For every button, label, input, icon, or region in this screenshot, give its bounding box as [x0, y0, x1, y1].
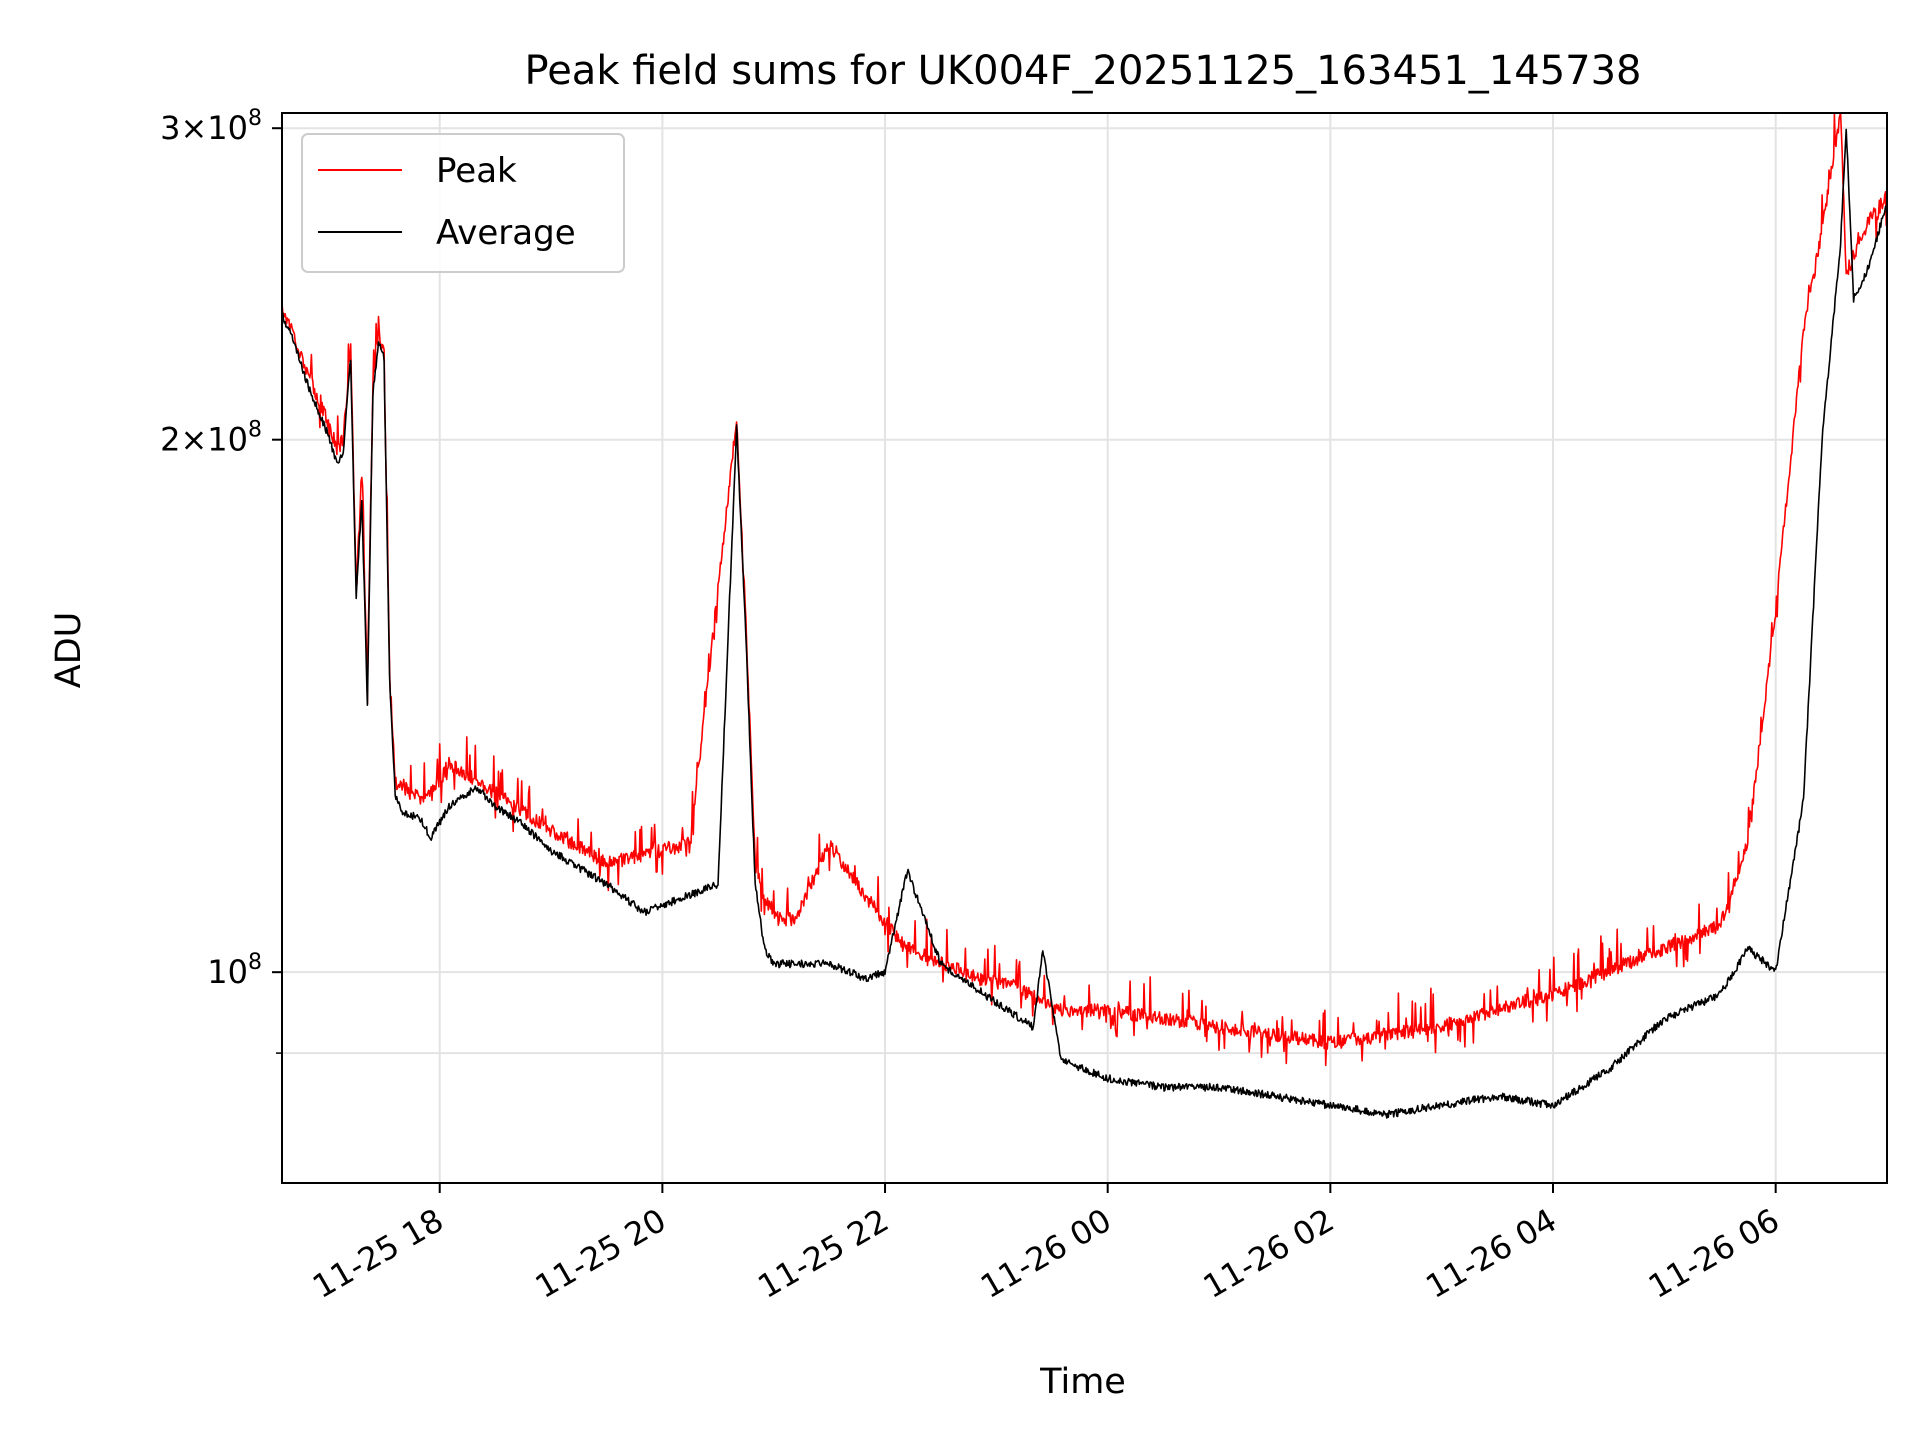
legend-label-peak: Peak — [436, 151, 517, 191]
grid — [282, 113, 1887, 1183]
series-line-peak — [281, 112, 1888, 1067]
y-axis-label: ADU — [49, 612, 89, 689]
legend: Peak Average — [301, 133, 625, 273]
plot-frame — [281, 112, 1888, 1184]
legend-label-average: Average — [436, 213, 576, 253]
y-tick-label: 108 — [207, 950, 262, 991]
y-tick-label: 2×108 — [160, 418, 262, 459]
legend-box — [301, 133, 625, 273]
x-axis-label: Time — [1039, 1362, 1126, 1402]
chart-title: Peak field sums for UK004F_20251125_1634… — [525, 48, 1642, 94]
series-layer — [281, 112, 1888, 1119]
y-tick-label: 3×108 — [160, 106, 262, 147]
series-line-average — [281, 128, 1888, 1119]
